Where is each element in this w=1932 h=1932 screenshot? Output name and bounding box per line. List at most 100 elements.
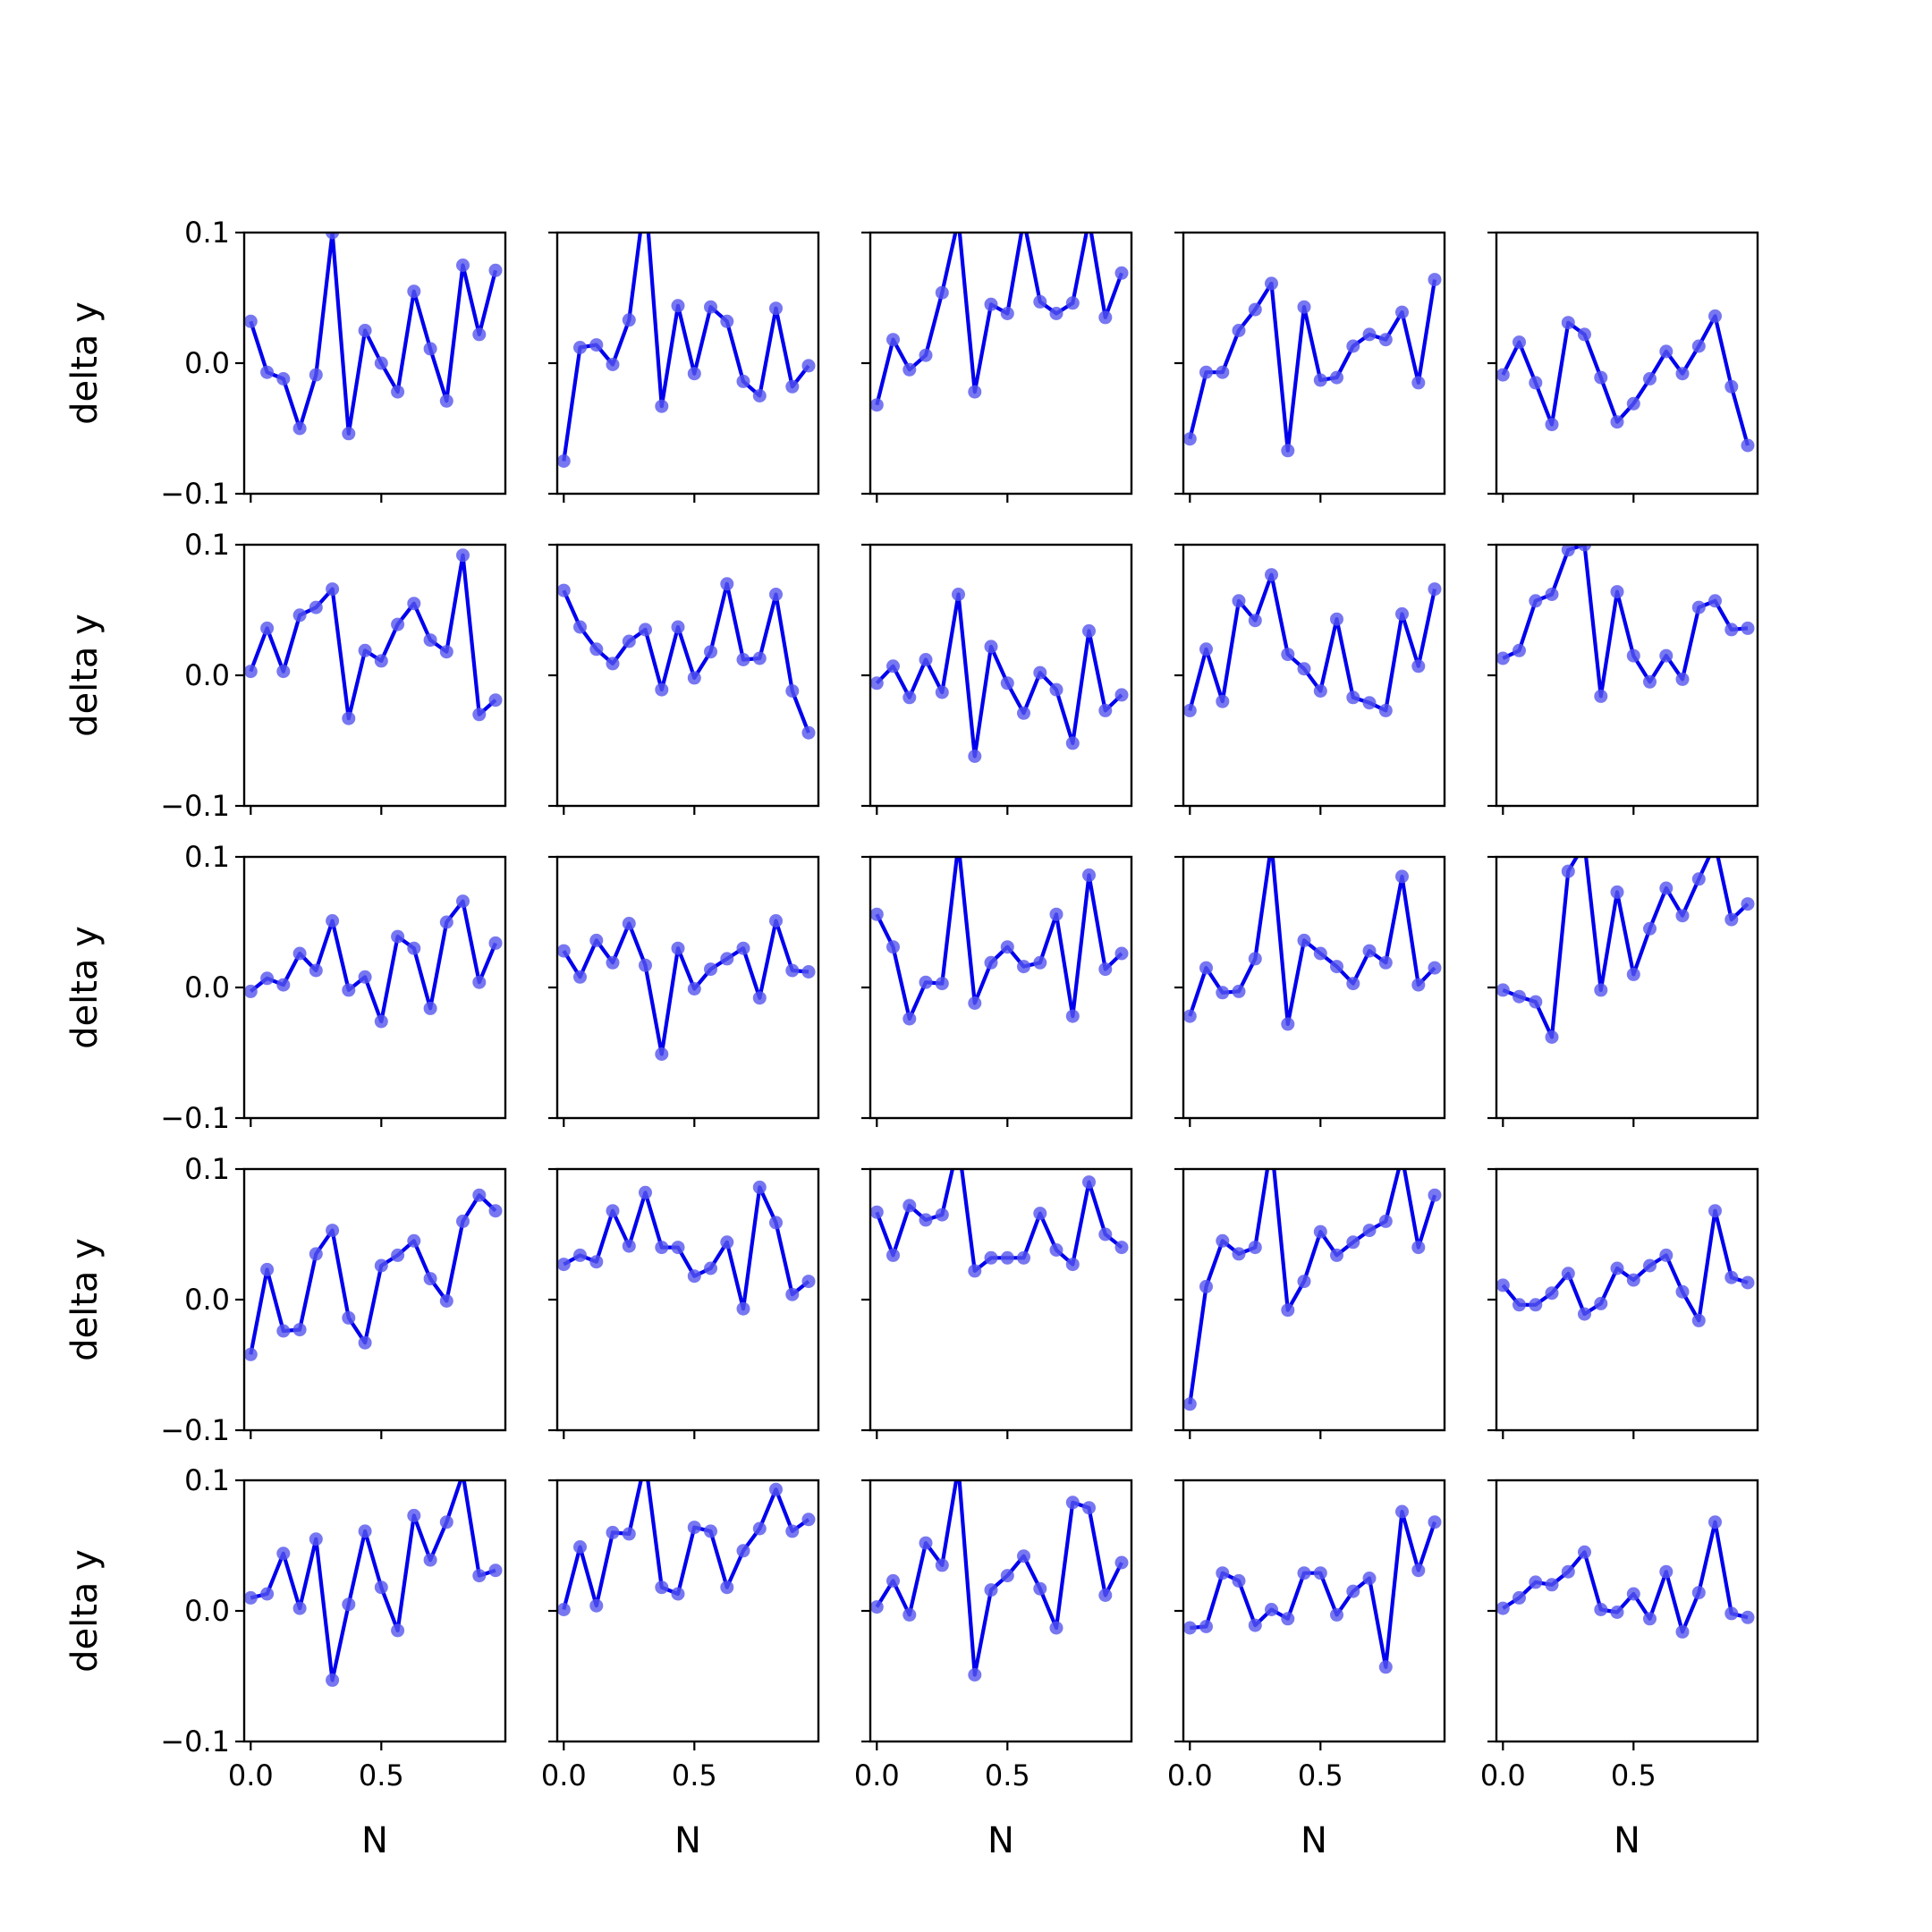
data-point (1724, 1270, 1739, 1284)
series-line (1502, 545, 1749, 699)
data-point (391, 1623, 405, 1638)
data-point (1049, 1243, 1063, 1257)
data-point (1082, 1501, 1096, 1515)
data-point (639, 958, 652, 972)
data-point (1232, 594, 1246, 608)
subplot-3-3 (861, 855, 1133, 1127)
data-point (1017, 706, 1030, 720)
data-point (1248, 614, 1262, 628)
data-point (1724, 1606, 1739, 1621)
data-point (720, 314, 734, 328)
series-line (249, 899, 497, 1024)
data-point (655, 682, 669, 697)
series-group (1496, 309, 1755, 453)
data-point (1098, 703, 1113, 717)
data-point (752, 389, 767, 402)
data-point (260, 1262, 275, 1276)
data-point (342, 1597, 356, 1612)
data-point (1362, 1224, 1377, 1238)
data-point (984, 1250, 998, 1265)
data-point (1724, 379, 1739, 394)
data-point (488, 263, 503, 277)
x-tick-label: 0.0 (541, 1758, 587, 1792)
data-point (870, 1205, 884, 1219)
data-point (1378, 1660, 1393, 1674)
data-point (1346, 977, 1360, 991)
data-point (260, 1587, 275, 1601)
series-line (1188, 572, 1437, 713)
data-point (439, 645, 453, 659)
data-point (935, 285, 949, 300)
series-group (1496, 545, 1755, 703)
data-point (342, 711, 356, 725)
data-point (1529, 1298, 1543, 1312)
data-point (1098, 310, 1113, 325)
data-point (1691, 339, 1706, 353)
data-point (785, 963, 800, 978)
data-point (1281, 1303, 1295, 1318)
data-point (374, 1580, 388, 1595)
series-line (562, 1480, 810, 1611)
data-point (1659, 344, 1674, 359)
data-point (423, 342, 437, 356)
data-point (456, 548, 470, 563)
subplot-1-3 (861, 231, 1133, 503)
data-point (589, 1255, 604, 1269)
series-group (244, 1480, 503, 1687)
data-point (1545, 1578, 1559, 1592)
data-point (589, 933, 604, 947)
data-point (1496, 368, 1510, 382)
subplot-4-4 (1174, 1167, 1446, 1439)
data-point (1610, 585, 1624, 599)
data-point (1033, 665, 1047, 680)
data-point (606, 358, 620, 371)
data-point (407, 1508, 421, 1522)
series-line (1190, 1509, 1436, 1669)
data-point (1216, 1566, 1230, 1580)
data-point (687, 1521, 701, 1535)
subplot-3-1: −0.1 0.0 0.1 delta y (64, 840, 507, 1135)
data-point (687, 671, 701, 685)
y-axis-label: delta y (64, 926, 106, 1049)
subplot-1-5 (1487, 231, 1759, 503)
series-line (875, 857, 1123, 1021)
data-point (472, 708, 487, 722)
data-point (374, 1014, 388, 1029)
data-point (919, 1213, 933, 1227)
data-point (704, 962, 717, 977)
data-point (1281, 648, 1295, 662)
data-point (1675, 367, 1690, 381)
data-point (671, 941, 685, 955)
subplot-1-4 (1174, 231, 1446, 503)
data-point (1362, 1572, 1377, 1585)
data-point (1199, 642, 1213, 657)
data-point (423, 1272, 437, 1286)
data-point (1496, 983, 1510, 997)
data-point (870, 398, 884, 412)
data-point (1330, 1607, 1343, 1622)
data-point (589, 1598, 604, 1613)
data-point (785, 684, 800, 698)
data-point (1428, 582, 1442, 597)
y-tick-label: 0.1 (184, 1463, 230, 1497)
data-point (1545, 1286, 1559, 1301)
data-point (342, 983, 356, 997)
data-point (1643, 1612, 1657, 1626)
data-point (488, 693, 503, 708)
series-group (870, 233, 1129, 412)
y-tick-label: 0.0 (184, 658, 230, 692)
data-point (704, 1261, 717, 1275)
data-point (1248, 302, 1262, 317)
data-point (488, 936, 503, 950)
data-point (1675, 1284, 1690, 1299)
data-point (1362, 327, 1377, 342)
subplot-1-2 (548, 231, 820, 503)
series-line (875, 592, 1123, 758)
data-point (260, 621, 275, 635)
y-tick-label: −0.1 (160, 477, 230, 511)
data-point (1313, 1224, 1327, 1239)
data-point (1708, 594, 1722, 608)
data-point (606, 1204, 620, 1218)
